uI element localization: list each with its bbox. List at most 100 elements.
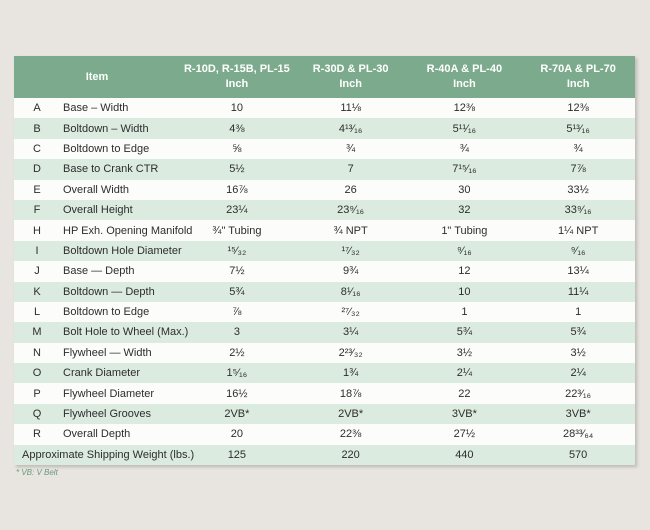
row-value: 16½ [226,387,248,400]
row-item-label: Overall Height [63,204,133,217]
row-item-label: Flywheel — Width [63,346,152,359]
row-value: 23¼ [226,204,248,217]
row-value: 11¼ [567,285,589,298]
row-letter: E [33,183,41,196]
table-row: F Overall Height 23¼ 23⁹⁄₁₆ 32 33⁹⁄₁₆ [14,199,635,221]
table-row: D Base to Crank CTR 5½ 7 7¹⁵⁄₁₆ 7⅞ [14,159,635,180]
column-header-unit: Inch [566,78,590,90]
row-value: 9¾ [342,265,359,278]
row-value: 16⅞ [226,183,248,196]
row-item-label: Flywheel Grooves [63,408,152,421]
row-letter: M [32,326,42,339]
table-row: B Boltdown – Width 4⅜ 4¹³⁄₁₆ 5¹¹⁄₁₆ 5¹³⁄₁₆ [14,118,635,139]
row-letter: R [33,428,41,441]
table-header: Item R-10D, R-15B, PL-15 Inch R-30D & PL-3… [14,56,635,98]
row-value: ¹⁷⁄₃₂ [341,244,360,257]
row-value: 32 [458,204,471,217]
row-value: ²⁷⁄₃₂ [341,306,360,319]
row-value: 1¾ [342,367,359,380]
table-row: K Boltdown — Depth 5¾ 8¹⁄₁₆ 10 11¼ [14,281,635,302]
row-value: 7¹⁵⁄₁₆ [452,163,477,176]
row-value: 5¾ [229,285,245,298]
row-value: 2VB* [224,408,250,421]
row-value: 10 [458,285,471,298]
footnote: * VB: V Belt [16,468,58,477]
row-value: 22 [458,387,471,400]
row-value: ¾ [346,142,356,155]
row-value: 5¾ [456,326,473,339]
column-header-unit: Inch [225,78,249,90]
table-row: J Base — Depth 7½ 9¾ 12 13¼ [14,261,635,282]
row-value: 18⅞ [339,387,362,400]
row-value: 11⅛ [340,102,361,115]
row-value: 7 [347,163,354,176]
row-value: ¾ [573,142,583,155]
table-row: L Boltdown to Edge ⅞ ²⁷⁄₃₂ 1 1 [14,301,635,323]
row-value: 5¹¹⁄₁₆ [452,122,477,135]
table-row: P Flywheel Diameter 16½ 18⅞ 22 22³⁄₁₆ [14,383,635,404]
column-header-model: R-40A & PL-40 [426,63,503,76]
row-value: ¾ NPT [333,224,368,237]
table-row: A Base – Width 10 11⅛ 12⅜ 12⅜ [14,98,635,119]
row-letter: P [33,387,41,400]
row-value: 2VB* [338,408,364,421]
row-item-label: Base – Width [63,102,129,115]
row-value: ¾" Tubing [212,224,262,237]
column-header-model: R-30D & PL-30 [312,63,389,76]
shipping-weight-values: 125 220 440 570 [180,449,635,461]
row-value: 12⅜ [567,102,589,115]
row-value: 23⁹⁄₁₆ [337,204,365,217]
row-item-label: Overall Depth [63,428,131,441]
row-letter: K [33,285,41,298]
column-header-model: R-70A & PL-70 [540,63,616,76]
row-value: 7⅞ [570,163,586,176]
row-letter: D [33,163,41,176]
item-column-header: Item [85,71,109,83]
row-letter: O [32,367,42,380]
table-row: I Boltdown Hole Diameter ¹⁵⁄₃₂ ¹⁷⁄₃₂ ⁹⁄₁₆ ⁹⁄₁… [14,240,635,262]
column-header-model: R-10D, R-15B, PL-15 [183,63,290,76]
row-item-label: Crank Diameter [63,367,141,380]
row-value: 13¼ [567,265,589,278]
row-value: 33½ [567,183,589,196]
row-value: 1" Tubing [441,224,488,237]
row-value: 28³³⁄₆₄ [562,428,594,441]
row-value: 2¼ [456,367,473,380]
row-item-label: Boltdown — Depth [63,285,155,298]
row-letter: Q [32,408,42,421]
row-value: 30 [458,183,471,196]
row-value: 1 [461,306,468,319]
row-value: 4⅜ [229,122,245,135]
row-letter: L [33,306,41,319]
table-row: H HP Exh. Opening Manifold ¾" Tubing ¾ NPT 1… [14,220,635,241]
row-value: 22³⁄₁₆ [565,387,592,400]
row-value: ¹⁵⁄₃₂ [227,244,247,257]
table-row: R Overall Depth 20 22⅜ 27½ 28³³⁄₆₄ [14,424,635,445]
shipping-weight-value: 440 [455,448,474,461]
row-value: ⅝ [232,142,242,155]
row-value: 12 [458,265,471,278]
row-value: ¾ [459,142,469,155]
row-value: 26 [344,183,357,196]
row-value: 10 [230,102,243,115]
row-item-label: Boltdown – Width [63,122,149,135]
row-value: 5½ [229,163,245,176]
row-value: 1¼ NPT [557,224,599,237]
row-value: 27½ [453,428,476,441]
row-value: 20 [230,428,243,441]
table-row: M Bolt Hole to Wheel (Max.) 3 3¼ 5¾ 5¾ [14,322,635,343]
column-header: R-10D, R-15B, PL-15 Inch [180,62,294,92]
column-header-unit: Inch [453,78,476,90]
shipping-weight-row: Approximate Shipping Weight (lbs.) 125 22… [14,444,635,466]
column-header: R-40A & PL-40 Inch [408,62,522,92]
row-value: 2¼ [570,367,586,380]
table-body: A Base – Width 10 11⅛ 12⅜ 12⅜ B Boltdown – Widt… [14,98,635,445]
shipping-weight-value: 125 [227,448,247,461]
shipping-weight-value: 570 [568,448,588,461]
row-value: 1 [575,306,582,319]
row-letter: A [33,102,41,115]
table-row: O Crank Diameter 1⁵⁄₁₆ 1¾ 2¼ 2¼ [14,363,635,384]
row-value: 3½ [456,346,473,359]
column-header: R-30D & PL-30 Inch [294,62,408,92]
row-value: ⁹⁄₁₆ [457,244,472,257]
